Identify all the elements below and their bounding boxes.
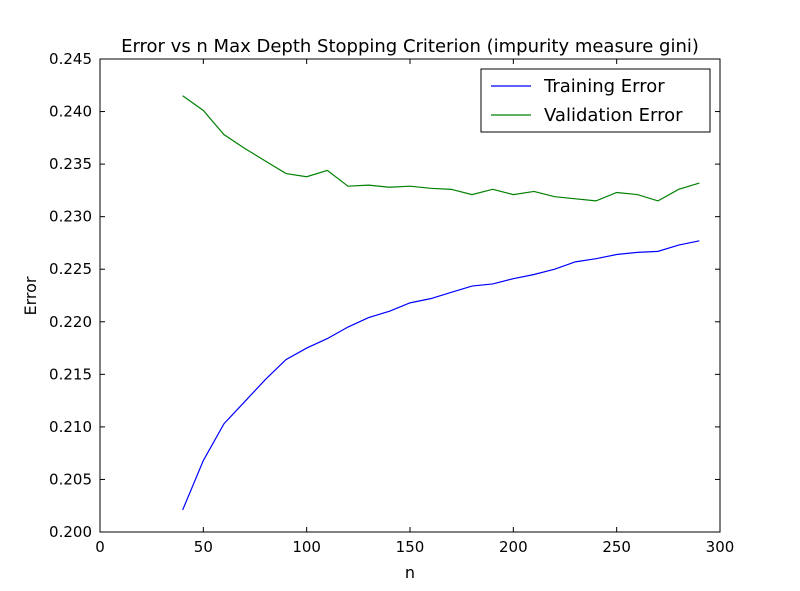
- y-tick-label-1: 0.205: [49, 470, 92, 488]
- x-tick-label-5: 250: [602, 538, 631, 556]
- y-tick-label-2: 0.210: [49, 418, 92, 436]
- y-tick-label-4: 0.220: [49, 313, 92, 331]
- x-tick-label-0: 0: [95, 538, 105, 556]
- plot-area: 0 50 100 150 200 250 300 0.200 0.205 0.210 0.215 0.…: [49, 50, 734, 556]
- legend: Training Error Validation Error: [480, 68, 711, 133]
- y-tick-label-3: 0.215: [49, 365, 92, 383]
- x-axis-label: n: [405, 563, 415, 582]
- y-tick-label-9: 0.245: [49, 50, 92, 68]
- x-tick-label-1: 50: [194, 538, 213, 556]
- series-line-1: [182, 95, 700, 202]
- legend-box: [480, 68, 711, 133]
- y-tick-label-5: 0.225: [49, 260, 92, 278]
- y-tick-label-6: 0.230: [49, 208, 92, 226]
- legend-label-0: Training Error: [543, 76, 665, 97]
- y-tick-label-7: 0.235: [49, 155, 92, 173]
- y-tick-label-0: 0.200: [49, 523, 92, 541]
- x-tick-label-2: 100: [292, 538, 321, 556]
- chart-title: Error vs n Max Depth Stopping Criterion …: [121, 36, 699, 57]
- legend-label-1: Validation Error: [544, 105, 683, 126]
- y-tick-label-8: 0.240: [49, 103, 92, 121]
- x-tick-label-3: 150: [396, 538, 425, 556]
- series-line-0: [182, 240, 700, 511]
- y-axis-label: Error: [21, 276, 40, 315]
- x-tick-label-6: 300: [706, 538, 735, 556]
- x-tick-label-4: 200: [499, 538, 528, 556]
